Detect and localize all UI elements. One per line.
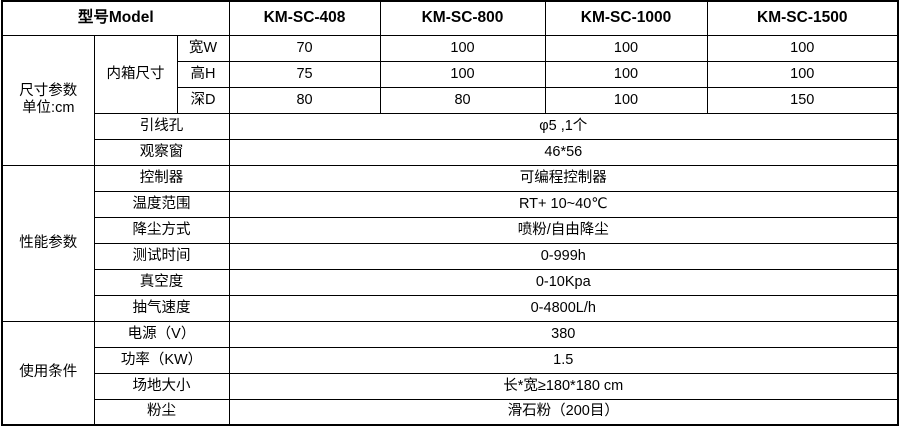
item-label-vacuum-degree: 真空度 [93,268,230,296]
cell-value: 100 [544,60,708,88]
group-label-usage-conditions: 使用条件 [1,320,95,426]
cell-value: 80 [228,86,381,114]
item-label-site-size: 场地大小 [93,372,230,400]
table-row: 真空度 0-10Kpa [2,268,899,296]
table-row: 测试时间 0-999h [2,242,899,270]
cell-value-merged: 0-10Kpa [228,268,899,296]
item-label-observation-window: 观察窗 [93,138,230,166]
item-label-width: 宽W [176,34,230,62]
model-column-header-3: KM-SC-1000 [544,0,708,36]
cell-value: 70 [228,34,381,62]
table-row: 抽气速度 0-4800L/h [2,294,899,322]
cell-value: 100 [706,60,899,88]
cell-value-merged: φ5 ,1个 [228,112,899,140]
cell-value: 100 [706,34,899,62]
cell-value: 100 [379,34,546,62]
cell-value-merged: RT+ 10~40℃ [228,190,899,218]
table-row: 深D 80 80 100 150 [2,86,899,114]
table-row: 降尘方式 喷粉/自由降尘 [2,216,899,244]
cell-value-merged: 0-4800L/h [228,294,899,322]
cell-value-merged: 46*56 [228,138,899,166]
cell-value-merged: 长*宽≥180*180 cm [228,372,899,400]
model-header-cell: 型号Model [1,0,230,36]
item-label-test-time: 测试时间 [93,242,230,270]
table-row: 观察窗 46*56 [2,138,899,166]
cell-value-merged: 喷粉/自由降尘 [228,216,899,244]
cell-value: 100 [544,86,708,114]
cell-value: 100 [379,60,546,88]
item-label-controller: 控制器 [93,164,230,192]
item-label-dust-fall-method: 降尘方式 [93,216,230,244]
item-label-dust: 粉尘 [93,398,230,426]
item-label-lead-hole: 引线孔 [93,112,230,140]
table-row: 性能参数 控制器 可编程控制器 [1,164,899,322]
cell-value-merged: 1.5 [228,346,899,374]
item-label-power-supply: 电源（V） [93,320,230,348]
cell-value-merged: 滑石粉（200目） [228,398,899,426]
cell-value: 150 [706,86,899,114]
sub-group-label-inner-box-size: 内箱尺寸 [93,34,178,114]
cell-value-merged: 380 [228,320,899,348]
group-label-performance: 性能参数 [1,164,95,322]
table-row: 温度范围 RT+ 10~40℃ [2,190,899,218]
group-label-line-2: 单位:cm [22,100,75,116]
model-column-header-1: KM-SC-408 [228,0,381,36]
table-row: 高H 75 100 100 100 [2,60,899,88]
item-label-temperature-range: 温度范围 [93,190,230,218]
group-label-line-1: 尺寸参数 [19,83,78,100]
cell-value: 100 [544,34,708,62]
item-label-power-rating: 功率（KW） [93,346,230,374]
table-row: 粉尘 滑石粉（200目） [2,398,899,426]
table-row: 引线孔 φ5 ,1个 [2,112,899,140]
cell-value: 80 [379,86,546,114]
table-row: 功率（KW） 1.5 [2,346,899,374]
group-label-dimension: 尺寸参数 单位:cm [1,34,95,166]
cell-value-merged: 可编程控制器 [228,164,899,192]
item-label-height: 高H [176,60,230,88]
model-column-header-4: KM-SC-1500 [706,0,899,36]
table-header-row: 型号Model KM-SC-408 KM-SC-800 KM-SC-1000 K… [1,0,899,36]
item-label-exhaust-speed: 抽气速度 [93,294,230,322]
table-row: 尺寸参数 单位:cm 内箱尺寸 宽W 70 100 100 100 [1,34,899,166]
cell-value-merged: 0-999h [228,242,899,270]
cell-value: 75 [228,60,381,88]
item-label-depth: 深D [176,86,230,114]
table-row: 使用条件 电源（V） 380 [1,320,899,426]
table-row: 场地大小 长*宽≥180*180 cm [2,372,899,400]
model-column-header-2: KM-SC-800 [379,0,546,36]
